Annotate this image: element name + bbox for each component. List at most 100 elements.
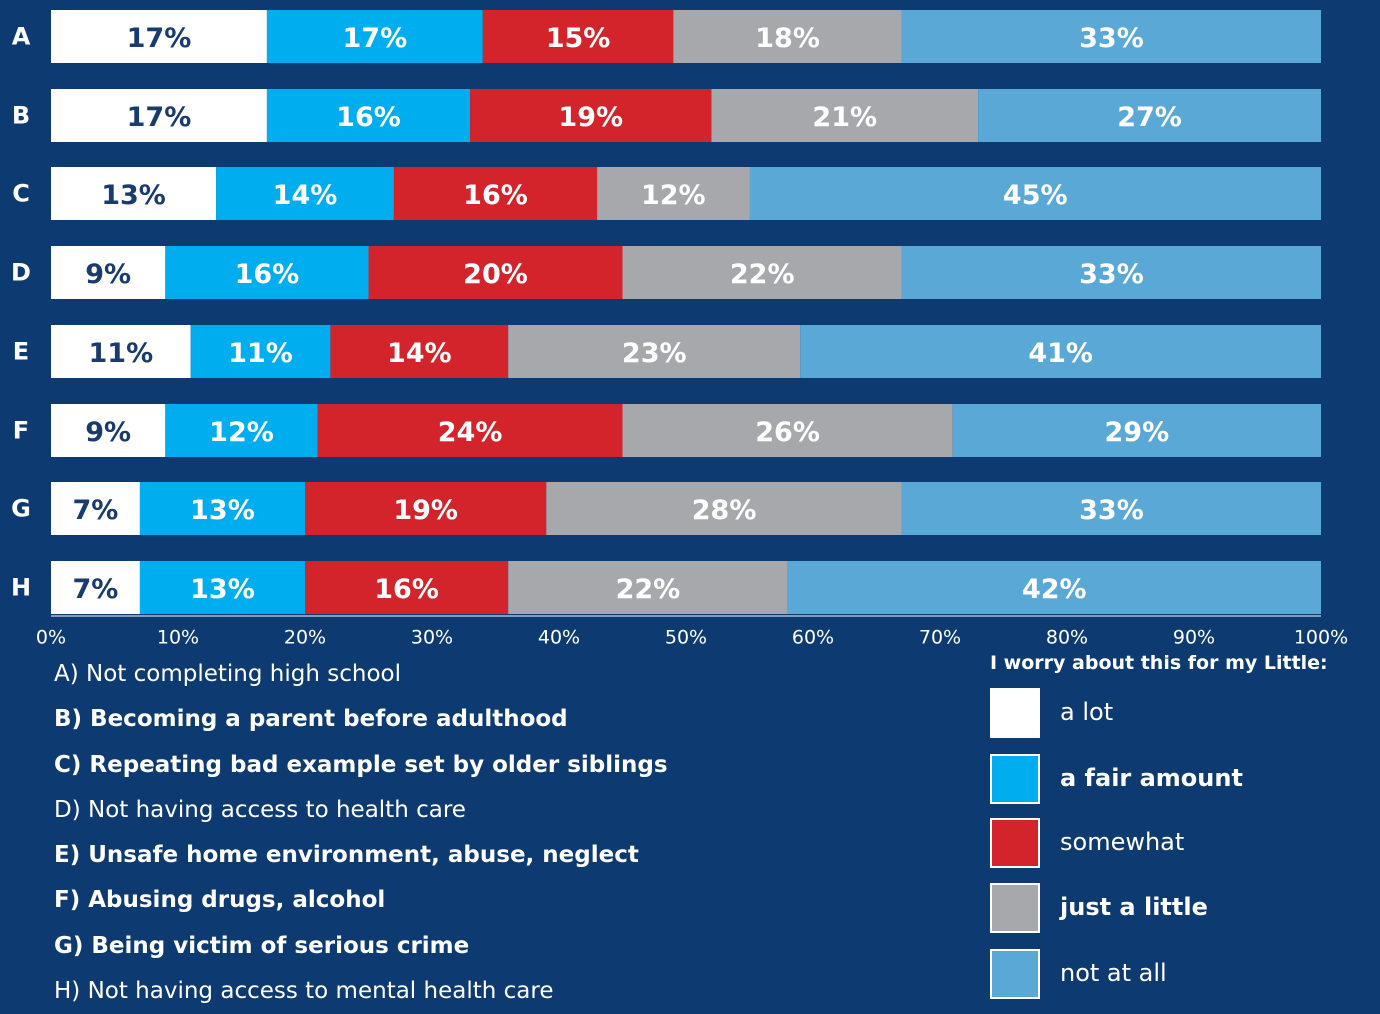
data-label: 22% [730, 259, 795, 290]
legend-label-a-lot: a lot [1060, 698, 1114, 726]
legend-label-a-fair-amount: a fair amount [1060, 764, 1243, 792]
x-tick-label: 0% [36, 627, 66, 649]
description-b: B) Becoming a parent before adulthood [54, 706, 568, 733]
data-label: 21% [812, 102, 877, 133]
bar-segment [266, 10, 483, 63]
x-tick-label: 80% [1046, 627, 1088, 649]
data-label: 23% [622, 338, 687, 369]
data-label: 45% [1003, 180, 1068, 211]
data-label: 13% [190, 574, 255, 605]
bar-segment [305, 482, 547, 535]
description-h: H) Not having access to mental health ca… [54, 978, 554, 1005]
bar-segment [622, 404, 953, 457]
data-label: 24% [438, 417, 503, 448]
data-label: 14% [273, 180, 338, 211]
bar-segment [305, 561, 509, 614]
x-tick-label: 30% [411, 627, 453, 649]
data-label: 33% [1079, 495, 1144, 526]
x-tick-label: 60% [792, 627, 834, 649]
x-tick-label: 50% [665, 627, 707, 649]
legend-swatch-not-at-all [990, 949, 1040, 999]
bar-segment [51, 325, 191, 378]
description-g: G) Being victim of serious crime [54, 932, 470, 959]
data-label: 22% [616, 574, 681, 605]
category-label: D [11, 259, 31, 287]
bar-segment [368, 246, 623, 299]
data-label: 17% [127, 102, 192, 133]
bar-segment [901, 246, 1321, 299]
bar-segment [317, 404, 623, 457]
description-d: D) Not having access to health care [54, 796, 466, 823]
data-label: 15% [546, 23, 611, 54]
legend-label-not-at-all: not at all [1060, 959, 1167, 987]
bar-segment [165, 404, 318, 457]
legend-swatch-a-fair-amount [990, 754, 1040, 804]
bar-segment [800, 325, 1321, 378]
x-tick-label: 40% [538, 627, 580, 649]
bar-segment [901, 482, 1321, 535]
category-label: C [12, 180, 30, 208]
bar-segment [51, 10, 267, 63]
data-label: 11% [89, 338, 154, 369]
bar-segment [597, 167, 750, 220]
data-label: 11% [228, 338, 293, 369]
data-label: 17% [343, 23, 408, 54]
bar-segment [978, 89, 1321, 142]
bar-segment [393, 167, 598, 220]
bar-segment [51, 561, 140, 614]
bar-segment [749, 167, 1321, 220]
data-label: 16% [463, 180, 528, 211]
legend-swatch-somewhat [990, 818, 1040, 868]
bar-segment [165, 246, 369, 299]
description-a: A) Not completing high school [54, 661, 401, 687]
data-label: 9% [85, 259, 131, 290]
category-label: B [12, 102, 30, 130]
bar-segment [470, 89, 712, 142]
x-tick-label: 20% [284, 627, 326, 649]
legend-swatch-a-lot [990, 688, 1040, 738]
bar-segment [51, 89, 267, 142]
x-tick-label: 70% [919, 627, 961, 649]
description-c: C) Repeating bad example set by older si… [54, 751, 668, 778]
category-label: G [11, 495, 31, 523]
data-label: 19% [558, 102, 623, 133]
bar-segment [51, 404, 166, 457]
data-label: 17% [127, 23, 192, 54]
bar-segment [787, 561, 1321, 614]
legend-title: I worry about this for my Little: [990, 652, 1328, 674]
bar-segment [901, 10, 1321, 63]
category-descriptions: A) Not completing high school B) Becomin… [54, 652, 668, 1014]
x-tick-label: 10% [157, 627, 199, 649]
data-label: 26% [755, 417, 820, 448]
category-label: F [13, 417, 29, 445]
data-label: 16% [235, 259, 300, 290]
bar-segment [51, 167, 217, 220]
bar-segment [51, 246, 166, 299]
data-label: 16% [336, 102, 401, 133]
data-label: 41% [1028, 338, 1093, 369]
data-label: 12% [641, 180, 706, 211]
category-label: E [13, 338, 29, 366]
bar-segment [216, 167, 394, 220]
bar-segment [266, 89, 471, 142]
bar-segment [190, 325, 331, 378]
legend-swatch-just-a-little [990, 883, 1040, 933]
bar-segment [51, 482, 140, 535]
data-label: 29% [1105, 417, 1170, 448]
data-label: 19% [393, 495, 458, 526]
bar-segment [508, 325, 801, 378]
data-label: 7% [73, 495, 119, 526]
data-label: 16% [374, 574, 439, 605]
data-label: 42% [1022, 574, 1087, 605]
bar-segment [952, 404, 1321, 457]
x-tick-label: 100% [1294, 627, 1348, 649]
data-label: 14% [387, 338, 452, 369]
bar-segment [546, 482, 902, 535]
data-label: 20% [463, 259, 528, 290]
data-label: 12% [209, 417, 274, 448]
legend-label-somewhat: somewhat [1060, 828, 1185, 856]
category-label: A [12, 23, 31, 51]
data-label: 33% [1079, 23, 1144, 54]
data-label: 27% [1117, 102, 1182, 133]
stacked-bar-chart: A 17% 17% 15% 18% 33% B 17% 16% 19% 21% 27% C 13% 14% 1… [11, 10, 1348, 649]
